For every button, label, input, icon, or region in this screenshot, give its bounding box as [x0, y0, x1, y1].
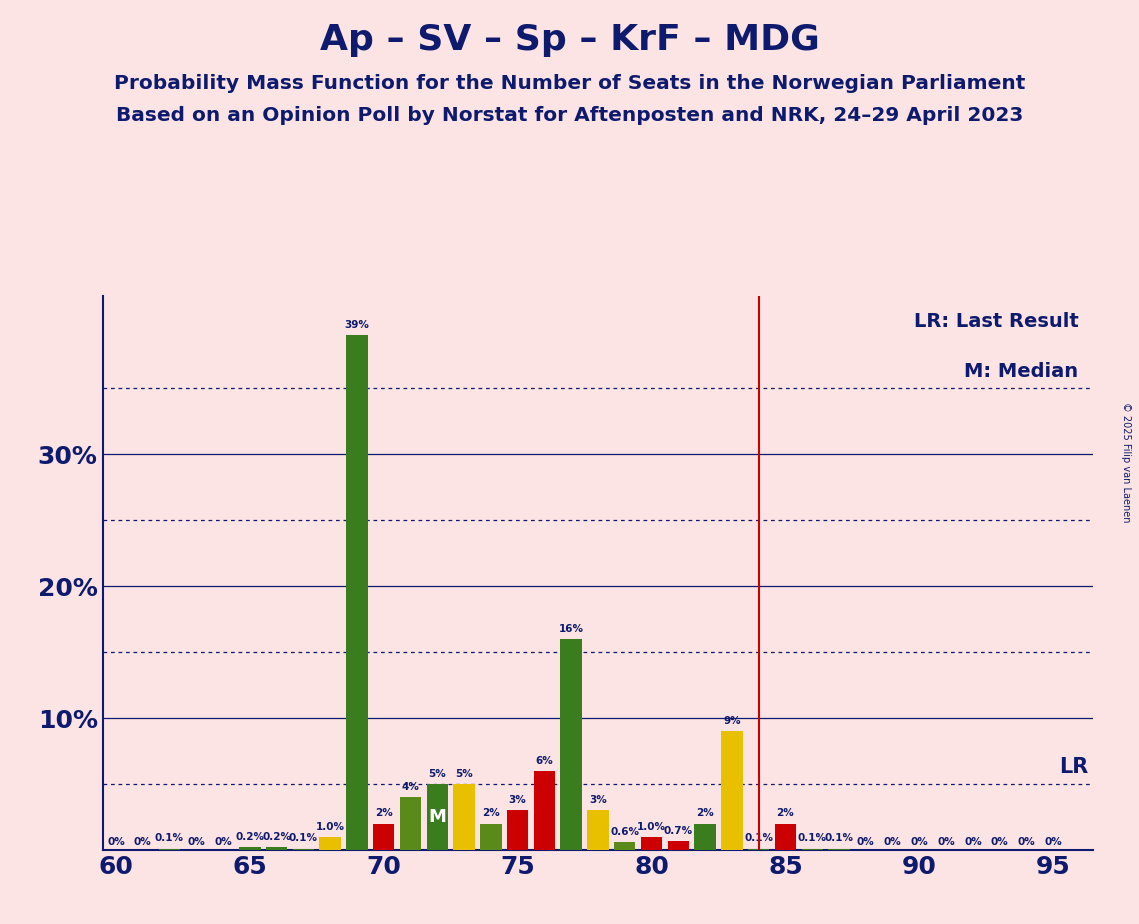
- Text: 0%: 0%: [133, 837, 151, 847]
- Text: 0%: 0%: [857, 837, 875, 847]
- Text: 0%: 0%: [964, 837, 982, 847]
- Text: 2%: 2%: [375, 808, 393, 819]
- Bar: [560, 638, 582, 850]
- Bar: [507, 810, 528, 850]
- Text: 0.2%: 0.2%: [236, 833, 264, 842]
- Bar: [534, 771, 555, 850]
- Text: Probability Mass Function for the Number of Seats in the Norwegian Parliament: Probability Mass Function for the Number…: [114, 74, 1025, 93]
- Bar: [667, 841, 689, 850]
- Text: 1.0%: 1.0%: [316, 821, 345, 832]
- Bar: [346, 335, 368, 850]
- Text: M: M: [428, 808, 446, 826]
- Text: 2%: 2%: [482, 808, 500, 819]
- Bar: [695, 823, 715, 850]
- Text: © 2025 Filip van Laenen: © 2025 Filip van Laenen: [1121, 402, 1131, 522]
- Text: 0.1%: 0.1%: [744, 833, 773, 844]
- Text: LR: LR: [1059, 758, 1088, 777]
- Bar: [158, 849, 180, 850]
- Bar: [588, 810, 608, 850]
- Text: 0.6%: 0.6%: [611, 827, 639, 837]
- Bar: [828, 849, 850, 850]
- Text: 0%: 0%: [884, 837, 901, 847]
- Text: 9%: 9%: [723, 716, 740, 726]
- Bar: [775, 823, 796, 850]
- Text: 0.1%: 0.1%: [825, 833, 853, 844]
- Text: 2%: 2%: [696, 808, 714, 819]
- Bar: [293, 849, 314, 850]
- Bar: [427, 784, 448, 850]
- Text: 0.2%: 0.2%: [262, 833, 292, 842]
- Text: 4%: 4%: [402, 782, 419, 792]
- Text: 0%: 0%: [991, 837, 1008, 847]
- Bar: [319, 837, 341, 850]
- Text: 6%: 6%: [535, 756, 554, 766]
- Text: Ap – SV – Sp – KrF – MDG: Ap – SV – Sp – KrF – MDG: [320, 23, 819, 57]
- Bar: [641, 837, 662, 850]
- Text: 3%: 3%: [589, 796, 607, 805]
- Bar: [239, 847, 261, 850]
- Text: 1.0%: 1.0%: [637, 821, 666, 832]
- Text: 3%: 3%: [509, 796, 526, 805]
- Text: Based on an Opinion Poll by Norstat for Aftenposten and NRK, 24–29 April 2023: Based on an Opinion Poll by Norstat for …: [116, 106, 1023, 126]
- Text: 0.1%: 0.1%: [797, 833, 827, 844]
- Text: 0.1%: 0.1%: [289, 833, 318, 844]
- Text: 5%: 5%: [428, 769, 446, 779]
- Bar: [614, 842, 636, 850]
- Bar: [265, 847, 287, 850]
- Text: 0.1%: 0.1%: [155, 833, 185, 844]
- Bar: [372, 823, 394, 850]
- Text: 2%: 2%: [777, 808, 794, 819]
- Text: 0%: 0%: [937, 837, 954, 847]
- Text: 0%: 0%: [107, 837, 125, 847]
- Text: 5%: 5%: [456, 769, 473, 779]
- Text: 16%: 16%: [559, 624, 583, 634]
- Text: 0%: 0%: [188, 837, 205, 847]
- Bar: [748, 849, 769, 850]
- Text: 0.7%: 0.7%: [664, 825, 693, 835]
- Text: 0%: 0%: [910, 837, 928, 847]
- Text: M: Median: M: Median: [965, 362, 1079, 382]
- Text: 0%: 0%: [1017, 837, 1035, 847]
- Bar: [453, 784, 475, 850]
- Text: 0%: 0%: [1044, 837, 1063, 847]
- Bar: [802, 849, 823, 850]
- Text: 39%: 39%: [344, 320, 369, 330]
- Bar: [400, 797, 421, 850]
- Text: LR: Last Result: LR: Last Result: [913, 312, 1079, 332]
- Bar: [481, 823, 501, 850]
- Text: 0%: 0%: [214, 837, 232, 847]
- Bar: [721, 731, 743, 850]
